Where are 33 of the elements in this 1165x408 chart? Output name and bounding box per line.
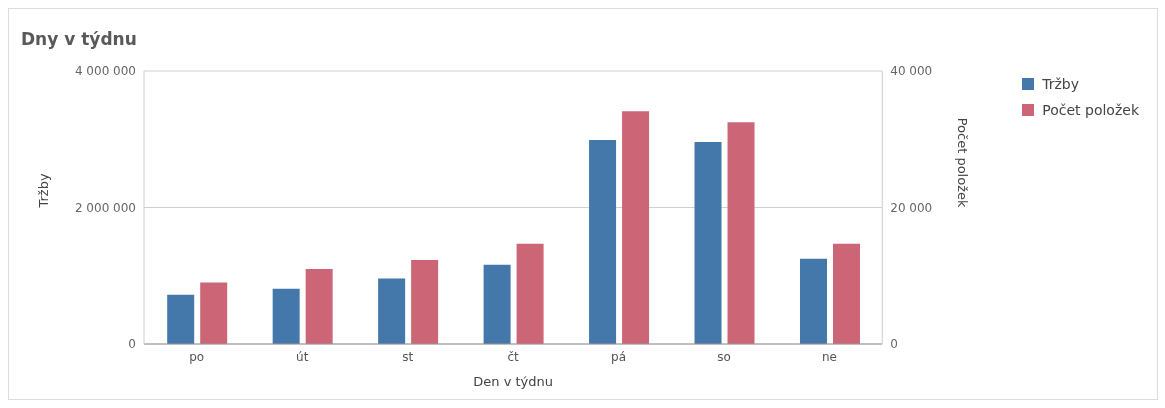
y2-tick-label: 0 [890, 337, 898, 352]
bar [516, 243, 544, 344]
y2-tick-label: 40 000 [890, 64, 933, 79]
bar [622, 111, 650, 344]
x-axis-title: Den v týdnu [473, 374, 553, 389]
bar [378, 278, 406, 344]
y-tick-label: 4 000 000 [74, 64, 136, 79]
y2-axis-title: Počet položek [954, 117, 970, 208]
x-tick-label: po [189, 349, 205, 364]
legend-label: Počet položek [1042, 102, 1139, 118]
bar [272, 288, 300, 344]
chart-title: Dny v týdnu [20, 28, 138, 51]
x-tick-label: čt [507, 349, 520, 364]
bar [411, 260, 439, 344]
y-axis-title: Tržby [35, 173, 51, 209]
x-tick-label: st [402, 349, 414, 364]
bar [694, 141, 722, 344]
x-tick-label: pá [611, 349, 627, 364]
bar [305, 268, 333, 344]
bar [799, 258, 827, 344]
bar [589, 139, 617, 344]
bar [727, 122, 755, 344]
bar [483, 264, 511, 344]
x-tick-label: ne [822, 349, 838, 364]
x-tick-label: út [296, 349, 309, 364]
x-tick-label: so [717, 349, 731, 364]
y-tick-label: 2 000 000 [74, 200, 136, 215]
y-tick-label: 0 [128, 337, 136, 352]
legend-label: Tržby [1042, 76, 1080, 92]
bar [167, 294, 195, 344]
bar [832, 243, 860, 344]
bar [200, 282, 228, 344]
y2-tick-label: 20 000 [890, 200, 933, 215]
